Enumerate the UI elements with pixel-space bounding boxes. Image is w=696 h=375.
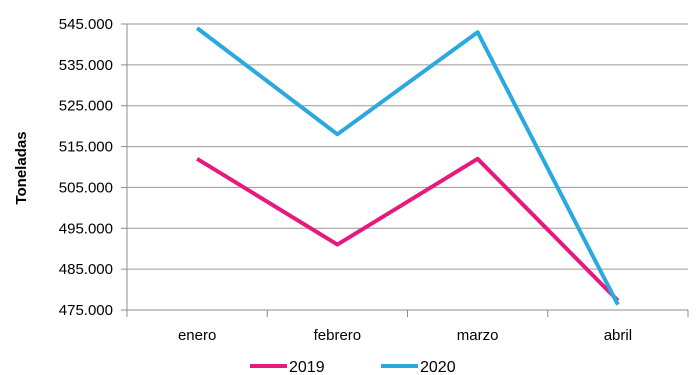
- legend-label-2019: 2019: [289, 359, 325, 375]
- y-tick-label: 485.000: [59, 261, 113, 278]
- x-tick-label: abril: [604, 327, 632, 344]
- y-tick-label: 505.000: [59, 179, 113, 196]
- legend-label-2020: 2020: [420, 359, 456, 375]
- y-tick-labels: 475.000 485.000 495.000 505.000 515.000 525.0…: [59, 16, 113, 319]
- y-tick-label: 475.000: [59, 302, 113, 319]
- y-tick-label: 535.000: [59, 57, 113, 74]
- y-tick-label: 495.000: [59, 220, 113, 237]
- y-axis-title: Toneladas: [13, 131, 30, 204]
- series-line-2020: [195, 26, 620, 306]
- legend: 2019 2020: [250, 359, 456, 375]
- series-lines: [195, 26, 620, 306]
- x-tick-labels: enero febrero marzo abril: [178, 327, 632, 344]
- y-tick-label: 525.000: [59, 98, 113, 115]
- x-tick-label: marzo: [457, 327, 499, 344]
- series-line-2019: [196, 156, 620, 303]
- y-tick-label: 545.000: [59, 16, 113, 33]
- y-tick-label: 515.000: [59, 139, 113, 156]
- x-tick-label: febrero: [314, 327, 362, 344]
- axes: [121, 23, 689, 317]
- gridlines: [127, 23, 688, 270]
- x-tick-label: enero: [178, 327, 216, 344]
